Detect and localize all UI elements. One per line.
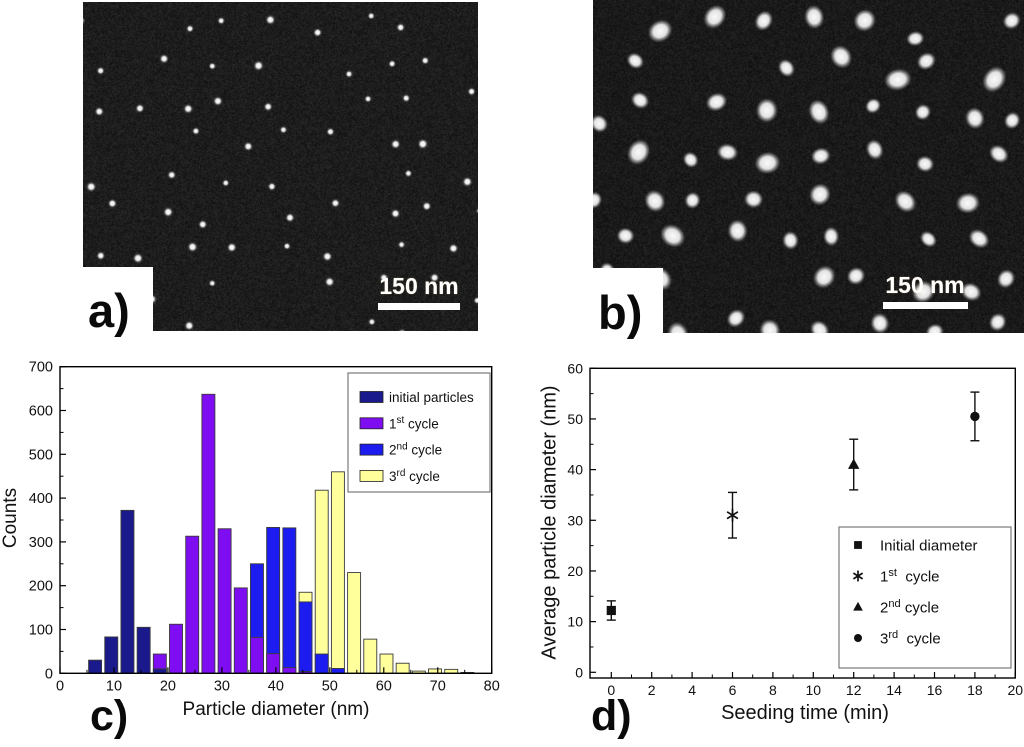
chart-c-xaxis-title: Particle diameter (nm) [182, 699, 370, 720]
svg-text:0: 0 [607, 682, 615, 698]
sem-panel-a: a) 150 nm [83, 2, 478, 338]
svg-text:3rd cycle: 3rd cycle [880, 629, 941, 648]
svg-text:0: 0 [56, 678, 64, 694]
svg-text:1st cycle: 1st cycle [389, 415, 439, 431]
sem-micrograph-b [593, 0, 1024, 333]
svg-text:16: 16 [927, 682, 943, 698]
svg-text:20: 20 [567, 563, 583, 579]
svg-text:initial particles: initial particles [389, 390, 474, 405]
scale-bar-a: 150 nm [373, 275, 465, 310]
svg-text:50: 50 [567, 411, 583, 427]
svg-text:Initial diameter: Initial diameter [880, 538, 978, 555]
svg-text:18: 18 [967, 682, 983, 698]
scatter-chart-d: 0 2 4 6 8 10 12 14 16 18 20 0 10 20 30 40 50 60 Initial di… [567, 360, 1024, 698]
svg-text:40: 40 [567, 462, 583, 478]
scale-bar-b-text: 150 nm [885, 272, 965, 298]
svg-text:20: 20 [160, 678, 176, 694]
svg-text:10: 10 [567, 614, 583, 630]
svg-text:2nd cycle: 2nd cycle [880, 598, 939, 617]
svg-text:3rd cycle: 3rd cycle [389, 468, 440, 484]
svg-text:80: 80 [484, 678, 500, 694]
svg-text:0: 0 [45, 666, 53, 682]
svg-text:14: 14 [886, 682, 902, 698]
panel-a-label-box: a) [83, 267, 153, 338]
svg-text:20: 20 [1008, 682, 1024, 698]
svg-text:300: 300 [29, 535, 53, 551]
svg-text:2nd cycle: 2nd cycle [389, 441, 442, 457]
svg-text:700: 700 [29, 360, 53, 376]
svg-text:1st cycle: 1st cycle [880, 567, 940, 586]
svg-text:60: 60 [567, 360, 583, 376]
svg-text:100: 100 [29, 623, 53, 639]
svg-text:2: 2 [648, 682, 656, 698]
svg-text:40: 40 [268, 678, 284, 694]
panel-c-letter: c) [90, 692, 129, 740]
chart-c-yaxis-title: Counts [0, 487, 21, 549]
scale-bar-b: 150 nm [879, 274, 971, 309]
panel-a-letter: a) [88, 284, 130, 338]
scale-bar-a-line [378, 303, 460, 310]
svg-text:60: 60 [376, 678, 392, 694]
scale-bar-b-line [882, 302, 968, 309]
svg-text:30: 30 [567, 512, 583, 528]
svg-text:30: 30 [214, 678, 230, 694]
panel-d-letter: d) [591, 692, 632, 740]
svg-text:400: 400 [29, 491, 53, 507]
svg-text:200: 200 [29, 579, 53, 595]
scale-bar-a-text: 150 nm [379, 273, 459, 299]
svg-text:10: 10 [806, 682, 822, 698]
svg-text:4: 4 [688, 682, 696, 698]
svg-text:50: 50 [322, 678, 338, 694]
chart-d-yaxis-title: Average particle diameter (nm) [538, 385, 561, 660]
svg-text:8: 8 [769, 682, 777, 698]
histogram-chart-c: 0 10 20 30 40 50 60 70 80 0 100 200 300 400 500 600 700 i… [29, 360, 500, 695]
svg-text:70: 70 [430, 678, 446, 694]
svg-text:500: 500 [29, 447, 53, 463]
chart-d-xaxis-title: Seeding time (min) [721, 702, 889, 724]
svg-text:600: 600 [29, 404, 53, 420]
panel-b-letter: b) [598, 286, 643, 340]
svg-text:10: 10 [106, 678, 122, 694]
svg-text:0: 0 [575, 664, 583, 680]
panel-b-label-box: b) [593, 268, 663, 340]
sem-panel-b: b) 150 nm [593, 0, 1024, 340]
svg-text:6: 6 [729, 682, 737, 698]
svg-text:12: 12 [846, 682, 862, 698]
